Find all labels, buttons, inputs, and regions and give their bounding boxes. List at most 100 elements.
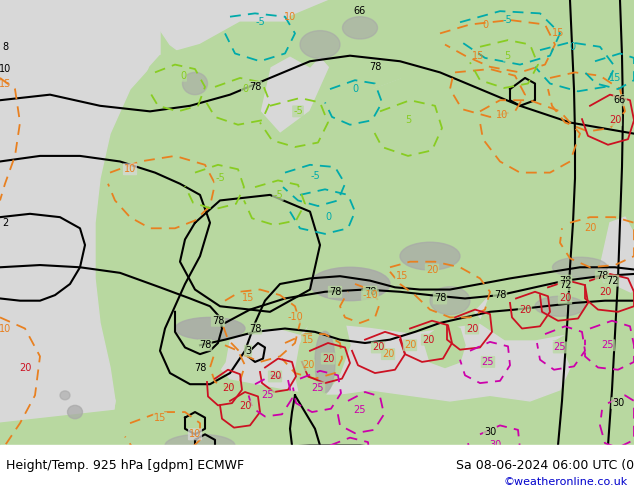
- Polygon shape: [230, 22, 330, 134]
- Polygon shape: [425, 323, 465, 368]
- Text: 20: 20: [426, 265, 438, 274]
- Text: 0: 0: [325, 212, 331, 222]
- Ellipse shape: [300, 30, 340, 58]
- Ellipse shape: [67, 405, 82, 419]
- Text: -5: -5: [502, 15, 512, 25]
- Text: 78: 78: [194, 363, 206, 372]
- Text: 30: 30: [314, 463, 326, 473]
- Text: -5: -5: [215, 173, 225, 183]
- Polygon shape: [480, 278, 634, 340]
- Ellipse shape: [552, 257, 607, 277]
- Text: 30: 30: [612, 398, 624, 408]
- Text: 20: 20: [382, 349, 394, 359]
- Text: 78: 78: [212, 316, 224, 326]
- Ellipse shape: [535, 296, 585, 316]
- Text: 78: 78: [364, 287, 376, 297]
- Polygon shape: [600, 217, 634, 301]
- Polygon shape: [155, 106, 175, 134]
- Text: -10: -10: [287, 313, 303, 322]
- Text: 78: 78: [249, 323, 261, 334]
- Ellipse shape: [60, 391, 70, 400]
- Text: 78: 78: [369, 62, 381, 72]
- Text: 15: 15: [149, 454, 161, 464]
- Text: 20: 20: [422, 335, 434, 344]
- Text: 66: 66: [354, 6, 366, 16]
- Text: 20: 20: [559, 294, 571, 303]
- Text: 20: 20: [466, 323, 478, 334]
- Text: 0: 0: [242, 84, 248, 94]
- Text: 10: 10: [124, 164, 136, 174]
- Text: 20: 20: [269, 371, 281, 381]
- Text: 10: 10: [0, 323, 11, 334]
- Text: 5: 5: [504, 50, 510, 61]
- Ellipse shape: [310, 267, 390, 301]
- Ellipse shape: [430, 287, 470, 315]
- Text: 30: 30: [484, 427, 496, 437]
- Text: -5: -5: [310, 171, 320, 181]
- Text: 0: 0: [482, 20, 488, 29]
- Polygon shape: [290, 0, 430, 89]
- Text: -5: -5: [293, 106, 303, 116]
- Text: 10: 10: [284, 12, 296, 22]
- Polygon shape: [125, 290, 230, 395]
- Text: 20: 20: [322, 354, 334, 364]
- Text: 78: 78: [559, 276, 571, 286]
- Text: 15: 15: [472, 50, 484, 61]
- Text: 20: 20: [302, 360, 314, 370]
- Polygon shape: [155, 0, 340, 67]
- Text: 66: 66: [614, 95, 626, 105]
- Text: 78: 78: [249, 82, 261, 92]
- Text: Height/Temp. 925 hPa [gdpm] ECMWF: Height/Temp. 925 hPa [gdpm] ECMWF: [6, 459, 245, 472]
- Text: 72: 72: [559, 280, 571, 290]
- Text: Sa 08-06-2024 06:00 UTC (06+24): Sa 08-06-2024 06:00 UTC (06+24): [456, 459, 634, 472]
- Text: 5: 5: [405, 115, 411, 125]
- Polygon shape: [215, 323, 570, 401]
- Text: 78: 78: [329, 287, 341, 297]
- Text: 25: 25: [312, 383, 324, 392]
- Text: 0: 0: [569, 42, 575, 52]
- Text: 15: 15: [154, 413, 166, 422]
- Text: 25: 25: [354, 405, 366, 415]
- Text: 8: 8: [2, 42, 8, 52]
- Text: 3: 3: [245, 346, 251, 356]
- Text: -5: -5: [273, 190, 283, 200]
- Polygon shape: [175, 78, 220, 145]
- Text: 15: 15: [0, 78, 11, 89]
- Polygon shape: [0, 334, 115, 490]
- Polygon shape: [475, 290, 580, 340]
- Text: 78: 78: [434, 294, 446, 303]
- Text: 15: 15: [64, 452, 76, 462]
- Text: 78: 78: [596, 271, 608, 281]
- Text: 78: 78: [199, 340, 211, 350]
- Text: 25: 25: [482, 357, 495, 367]
- Ellipse shape: [165, 434, 235, 457]
- Text: 10: 10: [0, 64, 11, 74]
- Text: 0: 0: [352, 84, 358, 94]
- Text: 20: 20: [222, 383, 234, 392]
- Text: 20: 20: [404, 340, 416, 350]
- Text: 20: 20: [239, 401, 251, 412]
- Ellipse shape: [342, 17, 377, 39]
- Polygon shape: [0, 0, 160, 490]
- Text: ©weatheronline.co.uk: ©weatheronline.co.uk: [503, 477, 628, 487]
- Polygon shape: [140, 17, 430, 334]
- Ellipse shape: [175, 318, 245, 340]
- Text: 20: 20: [584, 223, 596, 233]
- Text: 20: 20: [19, 363, 31, 372]
- Text: 30: 30: [339, 449, 351, 459]
- Text: 15: 15: [242, 294, 254, 303]
- Polygon shape: [320, 17, 420, 89]
- Text: 15: 15: [609, 73, 621, 83]
- Bar: [0, 445, 634, 490]
- Text: 15: 15: [552, 28, 564, 38]
- Ellipse shape: [315, 331, 335, 392]
- Text: 25: 25: [553, 343, 566, 352]
- Text: 30: 30: [94, 485, 106, 490]
- Text: 20: 20: [598, 287, 611, 297]
- Text: 10: 10: [496, 110, 508, 120]
- Text: 30: 30: [489, 441, 501, 450]
- Text: 78: 78: [494, 290, 506, 300]
- Text: 20: 20: [372, 343, 384, 352]
- Polygon shape: [295, 318, 350, 407]
- Text: -5: -5: [255, 17, 265, 27]
